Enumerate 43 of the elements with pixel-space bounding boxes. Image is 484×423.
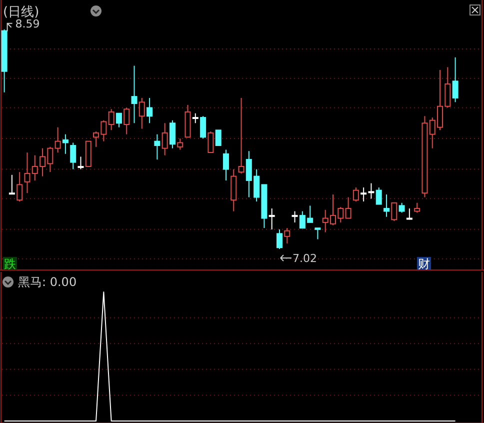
candlestick [62,134,68,154]
annotation: 8.59 [15,17,40,30]
candlestick [276,228,282,250]
candlestick [208,131,214,153]
candlestick [78,156,84,170]
candlestick [146,97,153,124]
candlestick [268,208,275,230]
candlestick [414,202,420,214]
candlestick [376,186,382,205]
annotation: 跌 [4,257,16,271]
candlestick [8,174,15,195]
candlestick [215,130,222,146]
candlestick [352,186,359,202]
candlestick [200,116,206,139]
candlestick [230,168,237,212]
candlestick [292,210,298,223]
candlestick [177,138,184,150]
candlestick [222,149,229,181]
annotation: 财 [418,257,430,271]
annotation: 7.02 [292,252,317,266]
candlestick [116,112,122,128]
candlestick [169,120,176,149]
candlestick [24,152,30,194]
candlestick [284,228,290,244]
candlestick [54,126,61,153]
chart-title: (日线) [3,5,40,20]
candlestick [452,56,458,103]
candlestick [16,172,23,202]
candlestick [398,202,405,214]
candlestick [131,65,138,124]
candlestick [138,97,145,130]
candlestick [192,112,198,124]
candlestick [345,196,352,219]
chart-title: 黑马: 0.00 [18,275,77,289]
candlestick [391,202,398,222]
candlestick [238,97,244,174]
candlestick [162,122,168,156]
candlestick [70,142,76,170]
candlestick [108,108,114,131]
candlestick [154,134,160,160]
candlestick [314,228,321,240]
candlestick [124,107,130,135]
candlestick [384,194,390,218]
